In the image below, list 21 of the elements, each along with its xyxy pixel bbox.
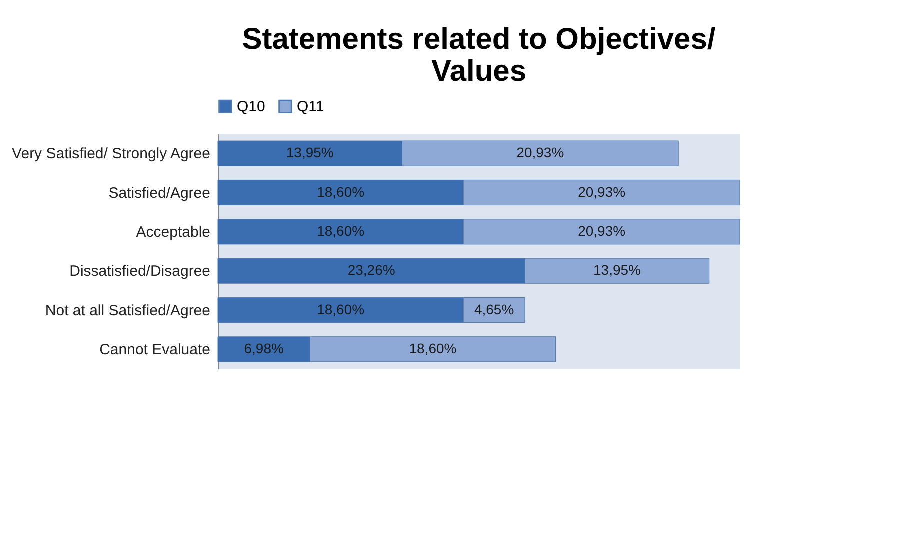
- y-tick-label: Not at all Satisfied/Agree: [45, 302, 210, 320]
- data-label: 23,26%: [348, 262, 396, 278]
- legend-label: Q10: [237, 98, 266, 116]
- data-label: 20,93%: [516, 144, 564, 161]
- data-label: 18,60%: [409, 340, 457, 356]
- data-label: 20,93%: [578, 222, 626, 239]
- legend-label: Q11: [297, 98, 324, 116]
- data-label: 6,98%: [244, 340, 284, 356]
- data-label: 4,65%: [474, 301, 514, 318]
- y-tick-label: Satisfied/Agree: [108, 184, 210, 202]
- chart-title: Statements related to Objectives/ Values: [242, 23, 716, 88]
- data-label: 18,60%: [317, 301, 365, 318]
- data-label: 20,93%: [578, 184, 626, 200]
- y-tick-label: Very Satisfied/ Strongly Agree: [12, 146, 210, 163]
- data-label: 13,95%: [594, 262, 641, 278]
- y-tick-label: Dissatisfied/Disagree: [70, 263, 210, 280]
- y-tick-label: Acceptable: [136, 224, 210, 241]
- data-label: 18,60%: [317, 184, 365, 200]
- data-label: 13,95%: [286, 144, 334, 161]
- data-label: 18,60%: [317, 222, 365, 239]
- y-tick-label: Cannot Evaluate: [100, 341, 210, 358]
